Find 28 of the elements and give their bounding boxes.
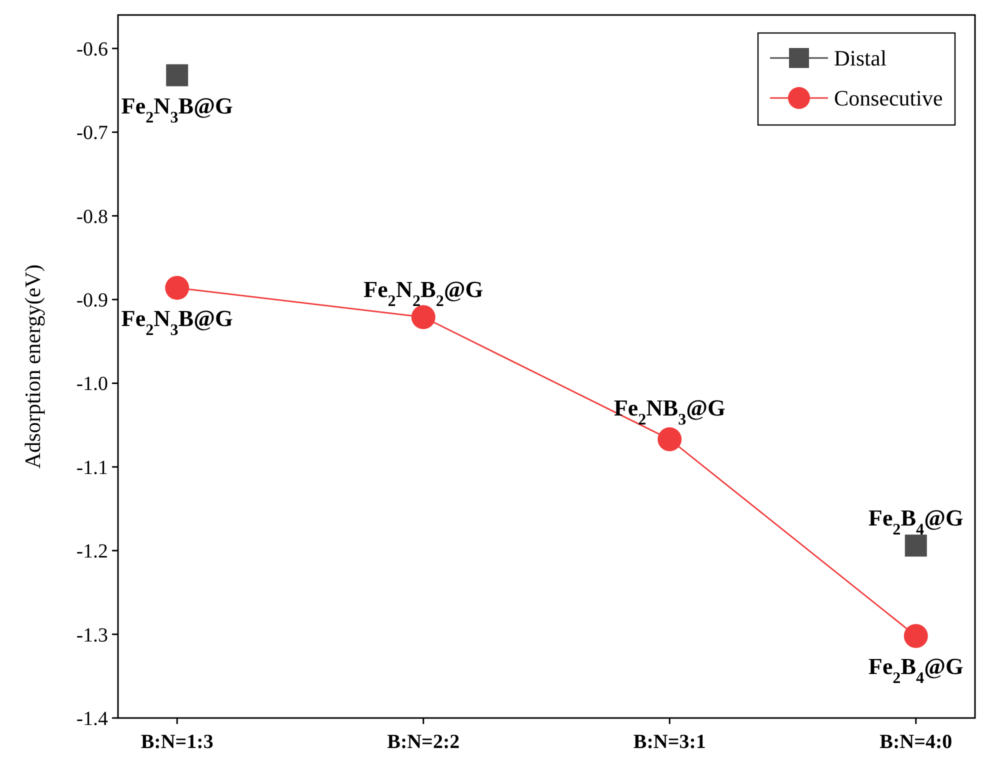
annotation: Fe$_{2}$NB$_{3}$@G	[614, 395, 726, 428]
legend-label: Distal	[834, 46, 887, 71]
x-tick-label: B:N=2:2	[387, 731, 460, 753]
point	[904, 534, 927, 557]
y-axis-title: Adsorption energy(eV)	[20, 264, 45, 469]
y-tick-label: -1.4	[76, 708, 108, 730]
point	[165, 276, 190, 300]
annotation: Fe$_{2}$B$_{4}$@G	[868, 506, 964, 538]
point	[166, 64, 188, 86]
y-tick-label: -0.9	[76, 290, 108, 312]
annotation: Fe$_{2}$N$_{3}$B@G	[121, 306, 234, 338]
y-tick-label: -0.8	[76, 206, 108, 228]
y-tick-label: -1.0	[76, 373, 108, 396]
y-tick-label: -1.2	[76, 540, 108, 563]
point	[411, 305, 436, 330]
x-tick-label: B:N=4:0	[880, 731, 952, 753]
point	[904, 624, 928, 648]
x-tick-label: B:N=1:3	[140, 731, 214, 753]
legend-label: Consecutive	[834, 86, 943, 111]
point	[658, 427, 682, 452]
y-tick-label: -1.3	[76, 624, 108, 646]
y-tick-label: -0.7	[76, 122, 108, 144]
annotation: Fe$_{2}$N$_{3}$B@G	[121, 93, 234, 126]
y-tick-label: -0.6	[76, 38, 108, 60]
x-tick-label: B:N=3:1	[633, 731, 706, 753]
y-tick-label: -1.1	[76, 456, 108, 479]
annotation: Fe$_{2}$N$_{2}$B$_{2}$@G	[364, 277, 484, 310]
annotation: Fe$_{2}$B$_{4}$@G	[868, 654, 964, 686]
